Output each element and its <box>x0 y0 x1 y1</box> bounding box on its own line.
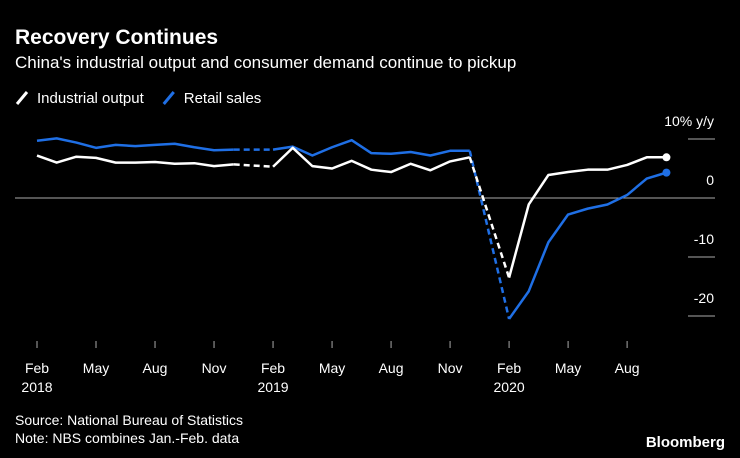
x-tick-label: Aug <box>143 360 168 376</box>
source: Source: National Bureau of Statistics <box>15 412 243 428</box>
x-year-label: 2019 <box>257 379 288 395</box>
series-line <box>508 171 667 320</box>
end-dot <box>662 168 671 177</box>
series-line <box>36 137 234 152</box>
y-tick-label: 10% y/y <box>664 113 714 129</box>
gap-connector <box>233 163 274 168</box>
gap-connector <box>468 156 511 279</box>
legend-label: Industrial output <box>37 90 145 107</box>
x-tick-label: Nov <box>202 360 227 376</box>
end-dot <box>662 153 671 162</box>
y-tick-label: -20 <box>694 290 714 306</box>
series-line <box>507 156 667 278</box>
x-tick-label: Feb <box>261 360 285 376</box>
legend-swatch <box>15 91 29 105</box>
x-tick-label: Feb <box>497 360 521 376</box>
gap-connector <box>468 150 511 320</box>
legend-label: Retail sales <box>184 90 262 107</box>
series-line <box>36 154 234 168</box>
x-tick-label: Aug <box>379 360 404 376</box>
x-tick-label: Aug <box>615 360 640 376</box>
series-line <box>272 146 470 174</box>
x-tick-label: Feb <box>25 360 49 376</box>
series-line <box>272 138 470 157</box>
chart-title: Recovery Continues <box>15 26 218 49</box>
chart-subtitle: China's industrial output and consumer d… <box>15 53 516 72</box>
x-year-label: 2018 <box>21 379 52 395</box>
x-tick-label: Nov <box>438 360 463 376</box>
y-tick-label: -10 <box>694 231 714 247</box>
x-tick-label: May <box>83 360 109 376</box>
brand: Bloomberg <box>646 434 725 451</box>
x-tick-label: May <box>319 360 345 376</box>
x-year-label: 2020 <box>494 379 525 395</box>
x-tick-label: May <box>555 360 581 376</box>
note: Note: NBS combines Jan.-Feb. data <box>15 430 239 446</box>
y-tick-label: 0 <box>706 172 714 188</box>
legend-swatch <box>162 91 175 105</box>
